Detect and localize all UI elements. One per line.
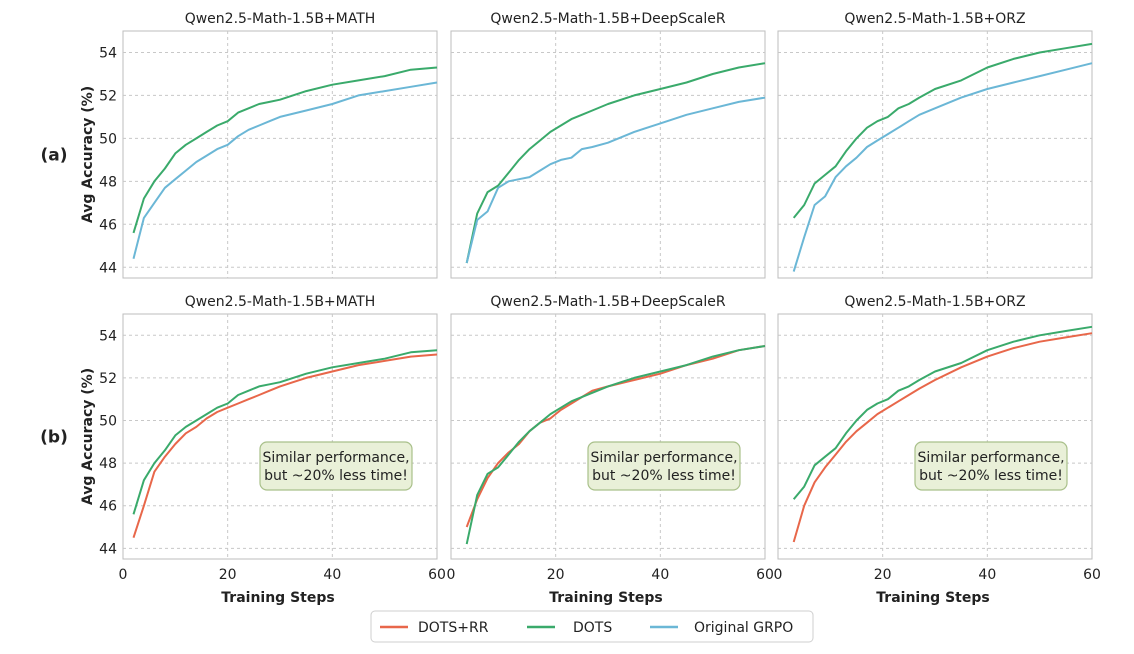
annotation-box: Similar performance, but ~20% less time! <box>259 441 413 491</box>
plot-frame <box>777 30 1093 279</box>
panel-title: Qwen2.5-Math-1.5B+DeepScaleR <box>490 294 726 310</box>
series-line-dots <box>132 66 438 234</box>
y-axis-label: Avg Accuracy (%) <box>80 368 96 505</box>
x-tick-label: 60 <box>428 567 446 583</box>
row-label: (b) <box>40 428 68 448</box>
annotation-background <box>259 441 413 491</box>
annotation-background <box>587 441 741 491</box>
series-line-original-grpo <box>132 81 438 259</box>
annotation-line-2: but ~20% less time! <box>264 468 408 484</box>
series-line-dots <box>465 345 766 545</box>
series-line-original-grpo <box>792 62 1093 272</box>
series-line-dots <box>132 349 438 515</box>
y-tick-label: 44 <box>99 260 117 276</box>
panel-title: Qwen2.5-Math-1.5B+ORZ <box>844 294 1025 310</box>
y-axis-label: Avg Accuracy (%) <box>80 86 96 223</box>
panel-a-1: Qwen2.5-Math-1.5B+MATH 44 46 48 50 52 54 Avg Ac… <box>40 11 438 279</box>
annotation-box: Similar performance, but ~20% less time! <box>914 441 1068 491</box>
plot-frame <box>122 30 438 279</box>
y-tick-label: 46 <box>99 499 117 515</box>
panel-title: Qwen2.5-Math-1.5B+DeepScaleR <box>490 11 726 27</box>
panel-a-3: Qwen2.5-Math-1.5B+ORZ <box>777 11 1093 279</box>
x-tick-label: 40 <box>323 567 341 583</box>
x-tick-label: 0 <box>774 567 783 583</box>
annotation-line-1: Similar performance, <box>917 450 1064 466</box>
panel-title: Qwen2.5-Math-1.5B+MATH <box>185 294 376 310</box>
y-tick-label: 52 <box>99 88 117 104</box>
x-tick-label: 0 <box>447 567 456 583</box>
y-tick-label: 46 <box>99 217 117 233</box>
legend-label-dots-rr: DOTS+RR <box>418 620 489 636</box>
y-tick-label: 54 <box>99 328 117 344</box>
x-tick-label: 40 <box>651 567 669 583</box>
x-tick-label: 60 <box>1083 567 1101 583</box>
legend-label-original-grpo: Original GRPO <box>694 620 793 636</box>
panel-a-2: Qwen2.5-Math-1.5B+DeepScaleR <box>450 11 766 279</box>
plot-frame <box>122 313 438 560</box>
annotation-box: Similar performance, but ~20% less time! <box>587 441 741 491</box>
annotation-line-2: but ~20% less time! <box>592 468 736 484</box>
y-tick-label: 44 <box>99 541 117 557</box>
y-tick-label: 54 <box>99 45 117 61</box>
plot-frame <box>450 30 766 279</box>
x-tick-label: 20 <box>219 567 237 583</box>
series-line-dots <box>792 325 1093 500</box>
panel-b-3: Qwen2.5-Math-1.5B+ORZ 0 20 40 60 Training Ste… <box>774 294 1101 606</box>
series-line-original-grpo <box>465 96 766 264</box>
y-tick-label: 52 <box>99 371 117 387</box>
y-tick-label: 50 <box>99 414 117 430</box>
x-tick-label: 0 <box>119 567 128 583</box>
plot-frame <box>450 313 766 560</box>
plot-frame <box>777 313 1093 560</box>
annotation-line-1: Similar performance, <box>262 450 409 466</box>
series-line-dots <box>792 42 1093 219</box>
y-tick-label: 48 <box>99 456 117 472</box>
annotation-line-1: Similar performance, <box>590 450 737 466</box>
series-line-dots-rr <box>792 332 1093 543</box>
x-tick-label: 40 <box>978 567 996 583</box>
series-line-dots-rr <box>132 353 438 539</box>
panel-b-2: Qwen2.5-Math-1.5B+DeepScaleR 0 20 40 60 Train… <box>447 294 774 606</box>
x-tick-label: 20 <box>547 567 565 583</box>
annotation-line-2: but ~20% less time! <box>919 468 1063 484</box>
y-tick-label: 50 <box>99 131 117 147</box>
panel-b-1: Qwen2.5-Math-1.5B+MATH 44 46 48 50 52 54 Avg Ac… <box>40 294 446 606</box>
legend: DOTS+RR DOTS Original GRPO <box>370 610 814 643</box>
row-label: (a) <box>40 146 67 166</box>
series-line-dots <box>465 62 766 264</box>
x-tick-label: 20 <box>874 567 892 583</box>
x-axis-label: Training Steps <box>876 590 989 606</box>
panel-title: Qwen2.5-Math-1.5B+MATH <box>185 11 376 27</box>
y-tick-label: 48 <box>99 174 117 190</box>
x-axis-label: Training Steps <box>549 590 662 606</box>
annotation-background <box>914 441 1068 491</box>
x-tick-label: 60 <box>756 567 774 583</box>
legend-frame <box>370 610 814 643</box>
legend-label-dots: DOTS <box>573 620 612 636</box>
x-axis-label: Training Steps <box>221 590 334 606</box>
panel-title: Qwen2.5-Math-1.5B+ORZ <box>844 11 1025 27</box>
